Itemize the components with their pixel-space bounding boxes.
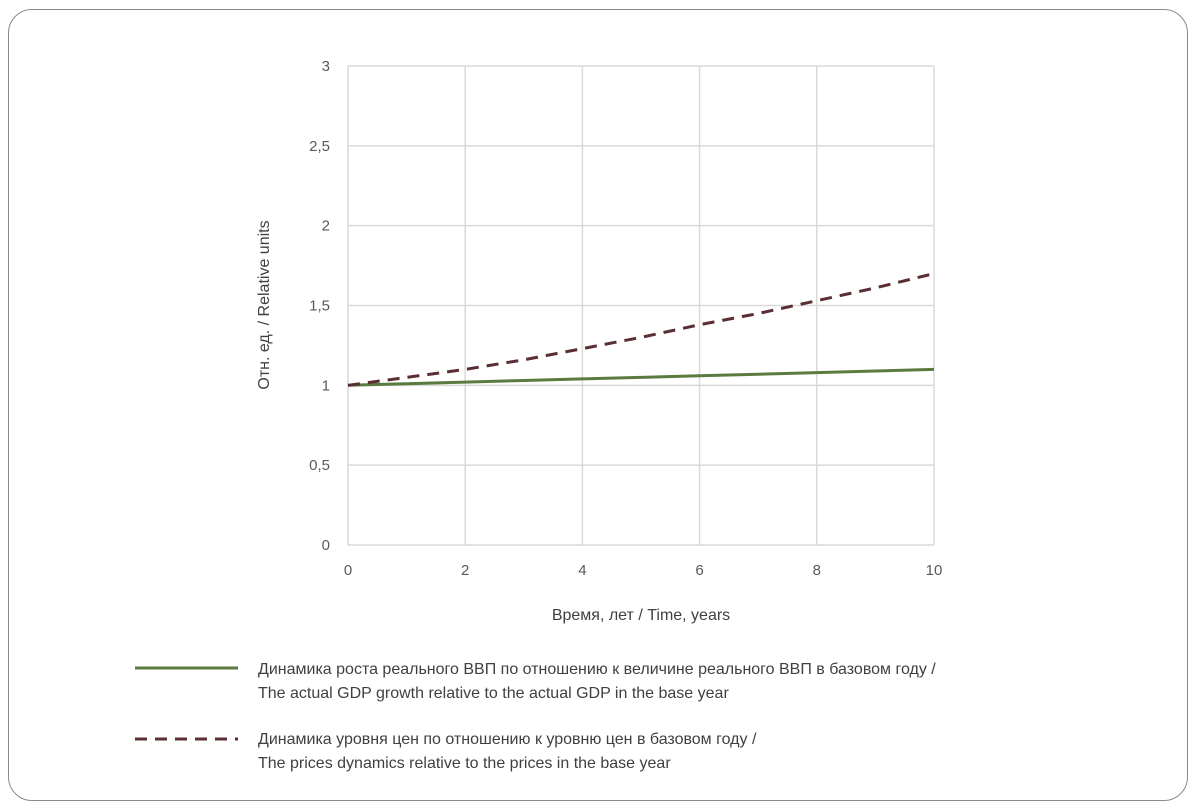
legend-prices-line2: The prices dynamics relative to the pric…: [258, 755, 671, 772]
series-line-gdp: [347, 367, 935, 387]
x-tick-label: 10: [926, 562, 943, 579]
x-tick-label: 6: [695, 562, 703, 579]
y-tick-label: 2,5: [309, 138, 330, 155]
x-tick-label: 4: [578, 562, 586, 579]
grid: [347, 65, 935, 546]
legend-item-prices: Динамика уровня цен по отношению к уровн…: [135, 731, 757, 772]
y-tick-label: 1,5: [309, 298, 330, 315]
tick-labels: 0 2 4 6 8 10 0 0,5 1 1,5 2 2,5 3: [309, 58, 942, 579]
x-tick-label: 0: [344, 562, 352, 579]
x-tick-label: 2: [461, 562, 469, 579]
y-tick-label: 3: [322, 58, 330, 75]
x-axis-title: Время, лет / Time, years: [552, 607, 730, 624]
legend-gdp-line1: Динамика роста реального ВВП по отношени…: [258, 661, 936, 678]
series-line-prices: [347, 272, 935, 387]
legend-gdp-line2: The actual GDP growth relative to the ac…: [258, 685, 729, 702]
y-tick-label: 0,5: [309, 457, 330, 474]
series-lines: [347, 272, 935, 387]
y-tick-label: 1: [322, 377, 330, 394]
x-tick-label: 8: [813, 562, 821, 579]
y-tick-label: 2: [322, 218, 330, 235]
legend-prices-line1: Динамика уровня цен по отношению к уровн…: [258, 731, 757, 748]
y-tick-label: 0: [322, 537, 330, 554]
y-axis-title: Отн. ед. / Relative units: [256, 220, 273, 389]
legend-item-gdp: Динамика роста реального ВВП по отношени…: [135, 661, 936, 702]
legend: Динамика роста реального ВВП по отношени…: [135, 661, 936, 772]
